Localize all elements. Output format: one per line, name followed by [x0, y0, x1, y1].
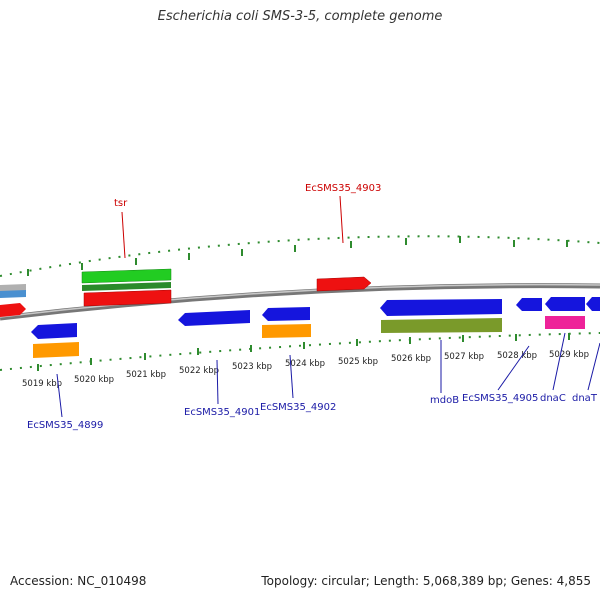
gene-label-ecsms35-4902: EcSMS35_4902 [260, 402, 336, 413]
cds-mdob [380, 299, 502, 316]
scale-label: 5025 kbp [338, 357, 378, 367]
gene-label-dnat: dnaT [572, 393, 598, 404]
cds-feature [33, 342, 79, 358]
leader-line [497, 345, 530, 391]
map-title: Escherichia coli SMS-3-5, complete genom… [157, 9, 443, 24]
scale-label: 5029 kbp [549, 350, 589, 360]
scale-label: 5026 kbp [391, 354, 431, 364]
cds-ecsms35-4903 [316, 276, 372, 292]
cds-ecsms35-4901 [178, 310, 250, 326]
cds-feature [381, 318, 502, 333]
gene-label-dnac: dnaC [540, 393, 566, 404]
cds-dnat [586, 297, 600, 311]
scale-label: 5021 kbp [126, 370, 166, 380]
scale-label: 5019 kbp [22, 379, 62, 389]
outer-tick-ring [0, 235, 600, 277]
outer-major-ticks [27, 236, 568, 276]
gene-labels-bottom: EcSMS35_4899 EcSMS35_4901 EcSMS35_4902 m… [27, 393, 598, 431]
scale-labels: 5019 kbp 5020 kbp 5021 kbp 5022 kbp 5023… [22, 350, 589, 389]
leader-line [56, 373, 63, 418]
cds-feature [262, 324, 311, 338]
scale-label: 5024 kbp [285, 359, 325, 369]
cds-ecsms35-4899 [31, 323, 77, 339]
leader-line [289, 354, 294, 399]
cds-feature [82, 282, 171, 291]
gene-label-ecsms35-4899: EcSMS35_4899 [27, 420, 103, 431]
inner-tick-ring [0, 332, 600, 371]
genome-stats-text: Topology: circular; Length: 5,068,389 bp… [261, 574, 591, 588]
scale-label: 5020 kbp [74, 375, 114, 385]
scale-label: 5023 kbp [232, 362, 272, 372]
cds-feature [0, 303, 26, 317]
scale-label: 5022 kbp [179, 366, 219, 376]
cds-tsr [83, 289, 172, 307]
inner-major-ticks [37, 333, 570, 371]
leader-line [339, 195, 344, 244]
gene-label-ecsms35-4901: EcSMS35_4901 [184, 407, 260, 418]
leader-line [552, 332, 566, 391]
cds-dnac [545, 297, 585, 311]
gene-label-ecsms35-4903: EcSMS35_4903 [305, 183, 381, 194]
cds-feature [81, 268, 172, 284]
gene-label-tsr: tsr [114, 198, 128, 209]
scale-label: 5028 kbp [497, 351, 537, 361]
accession-text: Accession: NC_010498 [10, 574, 147, 588]
cds-feature [0, 290, 26, 298]
gene-label-mdob: mdoB [430, 395, 459, 406]
cds-ecsms35-4902 [262, 307, 310, 321]
cds-ecsms35-4905 [516, 298, 542, 311]
genome-backbone-highlight [0, 283, 600, 318]
gene-labels-top: tsr EcSMS35_4903 [114, 183, 381, 209]
scale-label: 5027 kbp [444, 352, 484, 362]
leader-line [121, 211, 126, 259]
cds-feature [0, 284, 26, 292]
genome-backbone [0, 283, 600, 321]
gene-label-ecsms35-4905: EcSMS35_4905 [462, 393, 538, 404]
leader-line [587, 342, 600, 391]
cds-feature [545, 316, 585, 329]
leader-line [216, 359, 219, 405]
